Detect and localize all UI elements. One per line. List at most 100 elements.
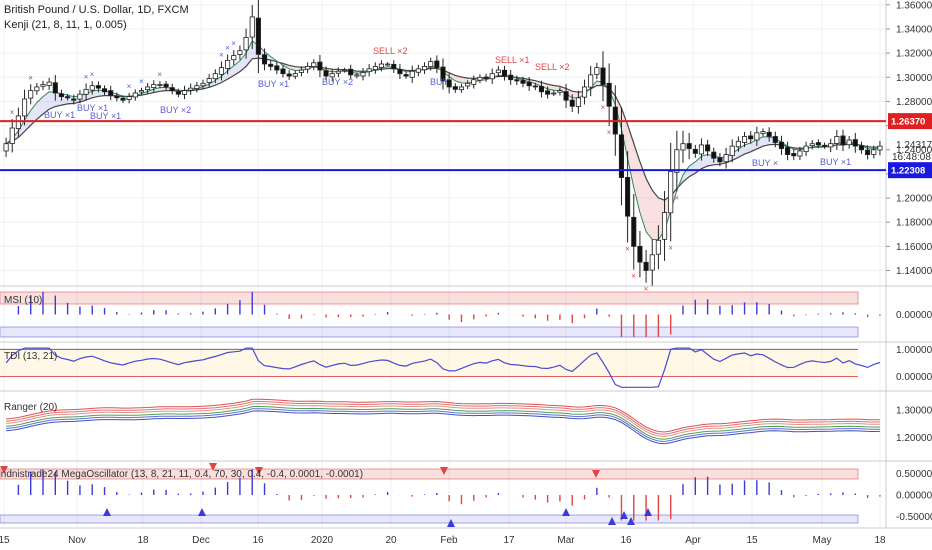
time-tick-label: Mar — [557, 535, 575, 546]
candle-body — [15, 115, 21, 130]
mega-triangle — [0, 466, 8, 474]
time-tick-label: Apr — [685, 535, 701, 546]
candle-body — [397, 68, 403, 75]
cloud-segment — [639, 161, 647, 232]
candle-body — [588, 74, 594, 88]
candle-body — [754, 132, 760, 141]
candle-body — [465, 82, 471, 87]
price-tick-label: 1.32000 — [896, 49, 932, 60]
candle-body — [126, 96, 132, 100]
cloud-segment — [30, 102, 37, 126]
candle-body — [661, 212, 668, 240]
tdi-pane[interactable]: 1.00000 0.00000 — [0, 345, 932, 388]
candle-body — [471, 79, 477, 85]
candle-body — [705, 144, 711, 152]
countdown-label: 16:48:08 — [892, 152, 931, 163]
mega-triangle — [608, 517, 616, 525]
candle-body — [421, 66, 428, 71]
candle-body — [341, 69, 348, 72]
msi-oversold-band — [0, 326, 859, 338]
tdi-tick-label: 1.00000 — [896, 345, 932, 356]
candle-body — [594, 67, 600, 75]
candle-body — [132, 92, 138, 98]
candle-body — [717, 157, 723, 163]
candle-body — [28, 90, 34, 99]
candle-body — [206, 78, 212, 83]
cloud-segment — [763, 136, 770, 147]
candle-body — [366, 68, 372, 73]
candle-body — [385, 63, 391, 66]
candle-body — [21, 98, 28, 117]
candle-body — [674, 149, 680, 173]
candle-body — [175, 91, 181, 95]
cloud-segment — [43, 91, 50, 114]
level-price-tag — [888, 162, 932, 179]
mega-triangle — [198, 508, 206, 516]
time-tick-label: May — [813, 535, 832, 546]
candle-body — [415, 68, 421, 73]
mega-triangle — [447, 519, 455, 527]
signal-label-buy: BUY ×2 — [322, 77, 353, 87]
megaoscillator-pane[interactable]: 0.50000 0.00000 -0.50000 — [0, 463, 932, 527]
candle-body — [877, 145, 883, 151]
cloud-segment — [36, 96, 43, 120]
candle-body — [501, 69, 508, 77]
candle-body — [766, 131, 772, 137]
candle-body — [477, 76, 483, 81]
level-price-tag-label: 1.26370 — [891, 117, 925, 128]
tdi-tick-label: 0.00000 — [896, 372, 932, 383]
signal-label-sell: SELL ×2 — [535, 62, 569, 72]
candle-body — [606, 82, 612, 107]
candle-body — [821, 144, 828, 147]
cloud-segment — [92, 90, 99, 98]
candle-body — [434, 60, 440, 69]
buy-marker: × — [28, 73, 33, 82]
study-label: Kenji (21, 8, 11, 1, 0.005) — [4, 19, 127, 31]
candle-body — [268, 63, 274, 67]
sell-marker: × — [601, 103, 606, 112]
candle-body — [698, 144, 705, 155]
megaoscillator-label: Indnistrade24 MegaOscillator (13, 8, 21,… — [0, 469, 363, 480]
time-tick-label: 20 — [385, 535, 397, 546]
candle-body — [668, 171, 674, 214]
candle-body — [557, 90, 563, 93]
candle-body — [305, 66, 311, 70]
candle-body — [169, 87, 175, 91]
candle-body — [520, 80, 526, 84]
cloud-segment — [701, 154, 708, 169]
mega-tick-label: -0.50000 — [896, 512, 932, 523]
candle-body — [52, 82, 58, 94]
candle-body — [643, 261, 649, 271]
candle-body — [797, 150, 803, 157]
candle-body — [778, 141, 785, 149]
candle-body — [311, 62, 317, 67]
candle-body — [680, 143, 686, 151]
candle-body — [360, 72, 366, 77]
candle-body — [840, 135, 846, 146]
buy-marker: × — [10, 108, 15, 117]
candle-body — [452, 86, 458, 90]
buy-marker: × — [84, 72, 89, 81]
msi-pane[interactable]: 0.00000 — [0, 291, 932, 338]
horizontal-levels[interactable] — [0, 120, 886, 172]
candle-body — [108, 90, 114, 96]
mega-triangle — [644, 508, 652, 516]
price-tick-label: 1.18000 — [896, 218, 932, 229]
candle-body — [378, 63, 385, 68]
tdi-band — [0, 348, 858, 378]
ranger-pane[interactable]: 1.30000 1.20000 — [6, 398, 932, 445]
candle-body — [95, 85, 101, 89]
cloud-segment — [461, 77, 468, 84]
candle-body — [532, 85, 538, 88]
candle-body — [225, 59, 231, 69]
price-tick-label: 1.34000 — [896, 24, 932, 35]
cloud-segment — [553, 85, 560, 91]
candle-body — [637, 245, 643, 263]
time-axis[interactable]: 15 Nov 18 Dec 16 2020 20 Feb 17 Mar 16 Apr 15 May 18 — [0, 535, 886, 546]
time-tick-label: Nov — [68, 535, 86, 546]
buy-marker: × — [219, 50, 224, 59]
buy-marker: × — [157, 70, 162, 79]
signal-label-buy: BUY × — [752, 158, 778, 168]
